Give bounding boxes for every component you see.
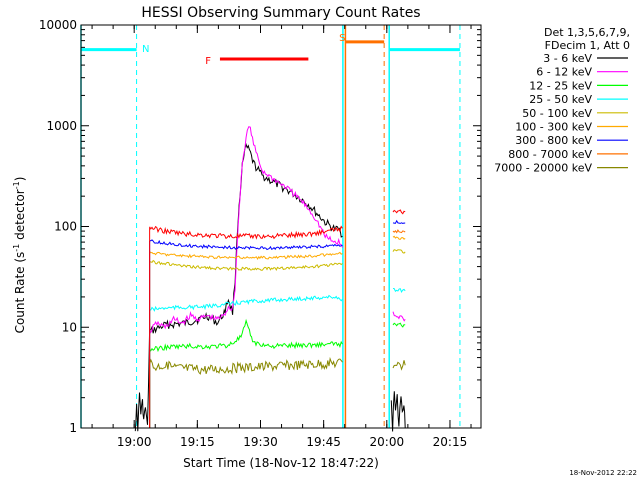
- y-tick-label: 1000: [46, 119, 77, 133]
- series-line-0: [134, 142, 343, 432]
- legend-entry-label: 800 - 7000 keV: [508, 148, 592, 161]
- series-line-0-after: [390, 391, 406, 432]
- series-line-3: [149, 294, 343, 312]
- series-line-1-after: [392, 311, 406, 322]
- y-axis-label-sup2: -1: [12, 181, 21, 189]
- x-tick-label: 20:15: [433, 435, 468, 449]
- legend-header-line: FDecim 1, Att 0: [545, 39, 630, 52]
- legend-entry-label: 300 - 800 keV: [515, 134, 592, 147]
- y-tick-label: 10: [62, 320, 77, 334]
- x-axis-label: Start Time (18-Nov-12 18:47:22): [183, 456, 379, 470]
- x-tick-label: 19:45: [306, 435, 341, 449]
- series-line-6: [149, 239, 343, 251]
- y-tick-label: 1: [69, 421, 77, 435]
- legend-entry-label: 7000 - 20000 keV: [494, 162, 592, 175]
- legend: Det 1,3,5,6,7,9,FDecim 1, Att 03 - 6 keV…: [494, 26, 630, 175]
- flag-label-n: N: [142, 44, 149, 55]
- plot-frame: [80, 24, 482, 429]
- y-axis-label-main: Count Rate (s: [13, 252, 27, 334]
- y-axis-label: Count Rate (s-1 detector-1): [12, 177, 27, 334]
- y-tick-label: 10000: [39, 18, 77, 32]
- x-tick-label: 19:15: [180, 435, 215, 449]
- y-axis-label-end: ): [13, 177, 27, 182]
- plot-area: N F S: [80, 25, 461, 432]
- y-axis-label-mid: detector: [13, 189, 27, 244]
- series-line-1: [149, 126, 343, 334]
- y-axis-label-sup1: -1: [12, 244, 21, 252]
- x-tick-label: 19:30: [243, 435, 278, 449]
- series-line-2: [149, 318, 343, 353]
- series-line-8-after: [392, 360, 406, 371]
- legend-entry-label: 3 - 6 keV: [543, 52, 592, 65]
- chart-title: HESSI Observing Summary Count Rates: [141, 5, 420, 21]
- flag-label-s: S: [339, 33, 345, 44]
- series-line-4: [149, 259, 343, 271]
- series-line-5: [149, 251, 343, 261]
- series-line-4-after: [392, 249, 406, 254]
- legend-entry-label: 6 - 12 keV: [536, 66, 592, 79]
- series-line-5-after: [392, 235, 406, 240]
- y-tick-label: 100: [54, 220, 77, 234]
- red-trace-line-after: [392, 209, 406, 215]
- legend-entry-label: 100 - 300 keV: [515, 121, 592, 134]
- legend-header-line: Det 1,3,5,6,7,9,: [544, 26, 630, 39]
- series-line-7-after: [392, 229, 406, 234]
- legend-entry-label: 50 - 100 keV: [522, 107, 592, 120]
- red-trace-line: [149, 225, 343, 240]
- series-line-3-after: [392, 288, 406, 293]
- legend-entry-label: 25 - 50 keV: [529, 93, 592, 106]
- x-tick-label: 19:00: [117, 435, 152, 449]
- series-line-6-after: [392, 219, 406, 225]
- generation-timestamp: 18-Nov-2012 22:22: [569, 469, 637, 477]
- legend-entry-label: 12 - 25 keV: [529, 79, 592, 92]
- svg-text:Count Rate (s-1 detector-1): Count Rate (s-1 detector-1): [12, 177, 27, 334]
- series-line-8: [149, 356, 343, 376]
- axes: 1 10 100 1000 10000 19:00 19:15 19:30 19:45 20:00…: [39, 18, 482, 449]
- x-tick-label: 20:00: [370, 435, 405, 449]
- flag-label-f: F: [205, 56, 211, 67]
- series-line-2-after: [392, 322, 406, 328]
